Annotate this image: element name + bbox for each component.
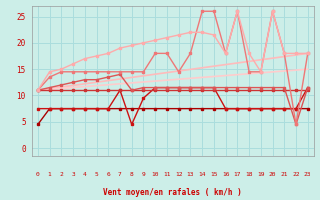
X-axis label: Vent moyen/en rafales ( km/h ): Vent moyen/en rafales ( km/h ) xyxy=(103,188,242,197)
